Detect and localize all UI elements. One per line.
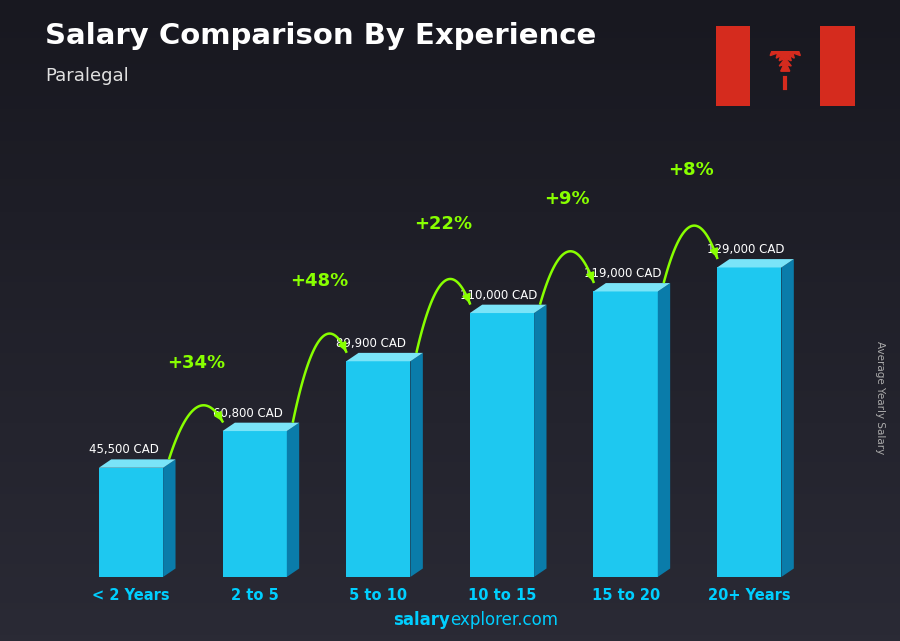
Text: +48%: +48% xyxy=(291,272,348,290)
Polygon shape xyxy=(346,353,423,362)
Text: Salary Comparison By Experience: Salary Comparison By Experience xyxy=(45,22,596,51)
Polygon shape xyxy=(658,283,670,577)
Text: +34%: +34% xyxy=(166,354,225,372)
Text: +9%: +9% xyxy=(544,190,590,208)
Text: +8%: +8% xyxy=(668,162,714,179)
Bar xyxy=(99,468,163,577)
Text: salary: salary xyxy=(393,612,450,629)
Polygon shape xyxy=(222,422,299,431)
Bar xyxy=(470,313,534,577)
Text: 129,000 CAD: 129,000 CAD xyxy=(707,243,785,256)
Text: Paralegal: Paralegal xyxy=(45,67,129,85)
Polygon shape xyxy=(99,460,176,468)
Text: 110,000 CAD: 110,000 CAD xyxy=(460,289,537,302)
Polygon shape xyxy=(470,304,546,313)
Polygon shape xyxy=(163,460,176,577)
Polygon shape xyxy=(287,422,299,577)
Polygon shape xyxy=(717,259,794,267)
Bar xyxy=(716,26,751,106)
Bar xyxy=(820,26,855,106)
Bar xyxy=(346,362,410,577)
Polygon shape xyxy=(534,304,546,577)
Polygon shape xyxy=(770,52,800,71)
Text: 119,000 CAD: 119,000 CAD xyxy=(583,267,662,280)
Text: 45,500 CAD: 45,500 CAD xyxy=(89,444,158,456)
Polygon shape xyxy=(781,259,794,577)
Polygon shape xyxy=(410,353,423,577)
Bar xyxy=(717,267,781,577)
Text: Average Yearly Salary: Average Yearly Salary xyxy=(875,341,886,454)
Text: +22%: +22% xyxy=(414,215,472,233)
Polygon shape xyxy=(593,283,670,292)
Text: 60,800 CAD: 60,800 CAD xyxy=(212,407,283,420)
Text: explorer.com: explorer.com xyxy=(450,612,558,629)
Bar xyxy=(222,431,287,577)
Bar xyxy=(593,292,658,577)
Text: 89,900 CAD: 89,900 CAD xyxy=(337,337,406,350)
